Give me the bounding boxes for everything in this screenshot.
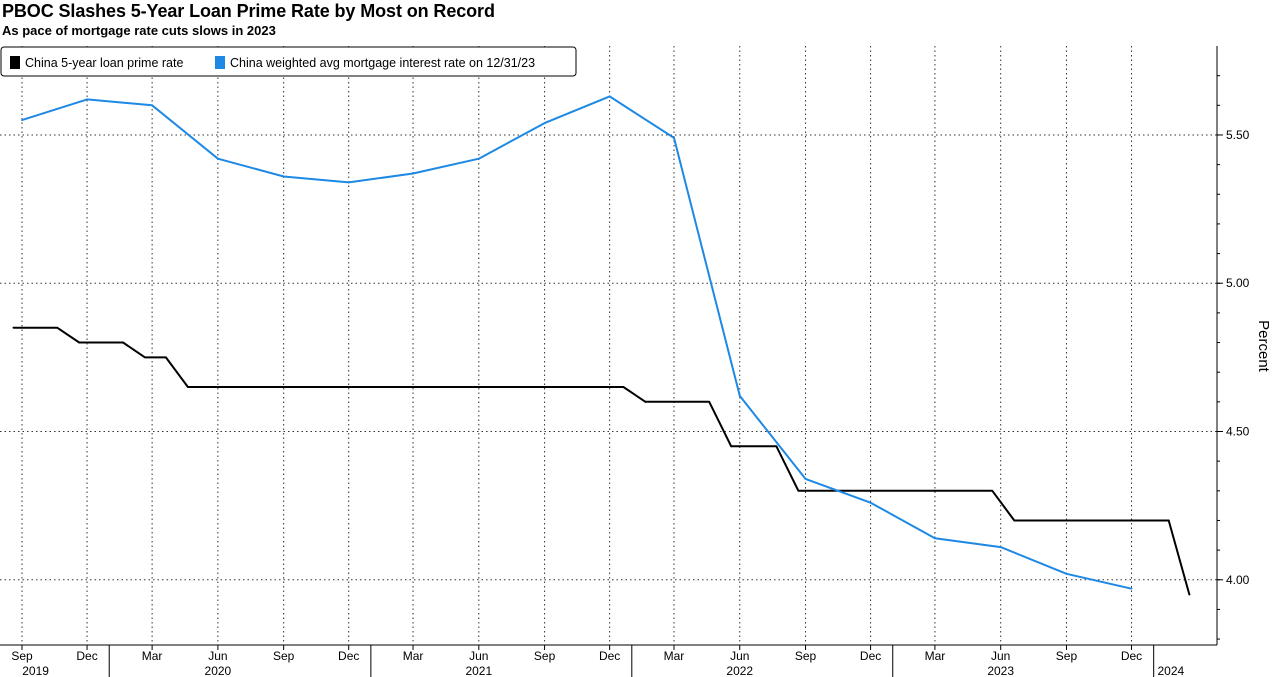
data-point-1 — [86, 98, 88, 101]
x-tick-label: Mar — [142, 649, 163, 663]
x-tick-label: Jun — [730, 649, 749, 663]
chart-subtitle: As pace of mortgage rate cuts slows in 2… — [2, 23, 276, 38]
x-tick-label: Mar — [403, 649, 424, 663]
x-axis: Sep Dec Mar Jun Sep Dec Mar Jun Sep Dec Mar Jun Sep D… — [0, 644, 1217, 677]
x-tick-label: Sep — [534, 649, 556, 663]
data-point-0 — [144, 356, 146, 359]
x-year-label: 2022 — [726, 664, 753, 677]
x-tick-label: Mar — [664, 649, 685, 663]
data-point-1 — [1130, 587, 1133, 590]
x-year-label: 2019 — [22, 664, 49, 677]
data-point-1 — [608, 95, 611, 98]
data-point-1 — [999, 546, 1002, 549]
x-tick-label: Sep — [11, 649, 33, 663]
x-tick-label: Sep — [1056, 649, 1078, 663]
data-point-1 — [21, 119, 23, 122]
series-lines — [12, 95, 1191, 596]
data-point-0 — [797, 489, 800, 492]
legend-swatch-loan-prime-rate — [10, 56, 20, 69]
x-year-label: 2020 — [205, 664, 232, 677]
legend-swatch-mortgage-rate — [215, 56, 225, 69]
x-tick-label: Dec — [599, 649, 620, 663]
data-point-1 — [804, 478, 807, 480]
data-point-1 — [216, 157, 219, 160]
data-point-0 — [644, 400, 647, 403]
data-point-1 — [347, 181, 350, 184]
data-point-0 — [622, 386, 625, 388]
x-tick-label: Dec — [860, 649, 881, 663]
x-tick-label: Dec — [76, 649, 97, 663]
data-point-0 — [12, 326, 15, 329]
x-year-label: 2021 — [465, 664, 492, 677]
y-tick-label: 4.00 — [1226, 573, 1250, 587]
legend: China 5-year loan prime rate China weigh… — [0, 46, 577, 77]
x-year-label: 2023 — [987, 664, 1014, 677]
x-tick-label: Dec — [338, 649, 359, 663]
data-point-1 — [934, 537, 936, 540]
data-point-1 — [673, 137, 675, 139]
x-tick-label: Sep — [795, 649, 817, 663]
y-tick-label: 4.50 — [1226, 424, 1250, 438]
x-tick-label: Jun — [208, 649, 227, 663]
x-tick-label: Jun — [991, 649, 1010, 663]
data-point-1 — [738, 395, 741, 397]
data-point-1 — [151, 104, 154, 107]
y-tick-label: 5.00 — [1226, 276, 1250, 290]
legend-label-loan-prime-rate: China 5-year loan prime rate — [25, 56, 183, 70]
gridlines — [0, 46, 1217, 645]
y-tick-label: 5.50 — [1226, 128, 1250, 142]
data-point-0 — [1167, 519, 1170, 522]
data-point-1 — [282, 175, 285, 178]
x-tick-label: Mar — [925, 649, 946, 663]
chart-title: PBOC Slashes 5-Year Loan Prime Rate by M… — [2, 1, 495, 21]
x-tick-label: Sep — [273, 649, 295, 663]
data-point-0 — [186, 386, 189, 388]
data-point-0 — [1013, 519, 1016, 522]
series-line-1 — [21, 95, 1132, 590]
legend-label-mortgage-rate: China weighted avg mortgage interest rat… — [230, 56, 535, 70]
data-point-1 — [412, 172, 414, 175]
y-axis-label: Percent — [1255, 320, 1272, 373]
data-point-0 — [1188, 593, 1191, 596]
series-line-0 — [13, 326, 1191, 595]
legend-box — [0, 46, 577, 77]
data-point-1 — [1065, 572, 1068, 575]
y-axis: 4.00 4.50 5.00 5.50 — [1216, 46, 1250, 645]
data-point-1 — [869, 501, 872, 504]
x-tick-label: Dec — [1121, 649, 1142, 663]
data-point-1 — [477, 157, 480, 160]
x-tick-label: Jun — [469, 649, 488, 663]
data-point-1 — [543, 122, 546, 124]
data-point-0 — [78, 341, 81, 344]
data-point-0 — [730, 445, 733, 448]
x-year-label: 2024 — [1157, 664, 1184, 677]
